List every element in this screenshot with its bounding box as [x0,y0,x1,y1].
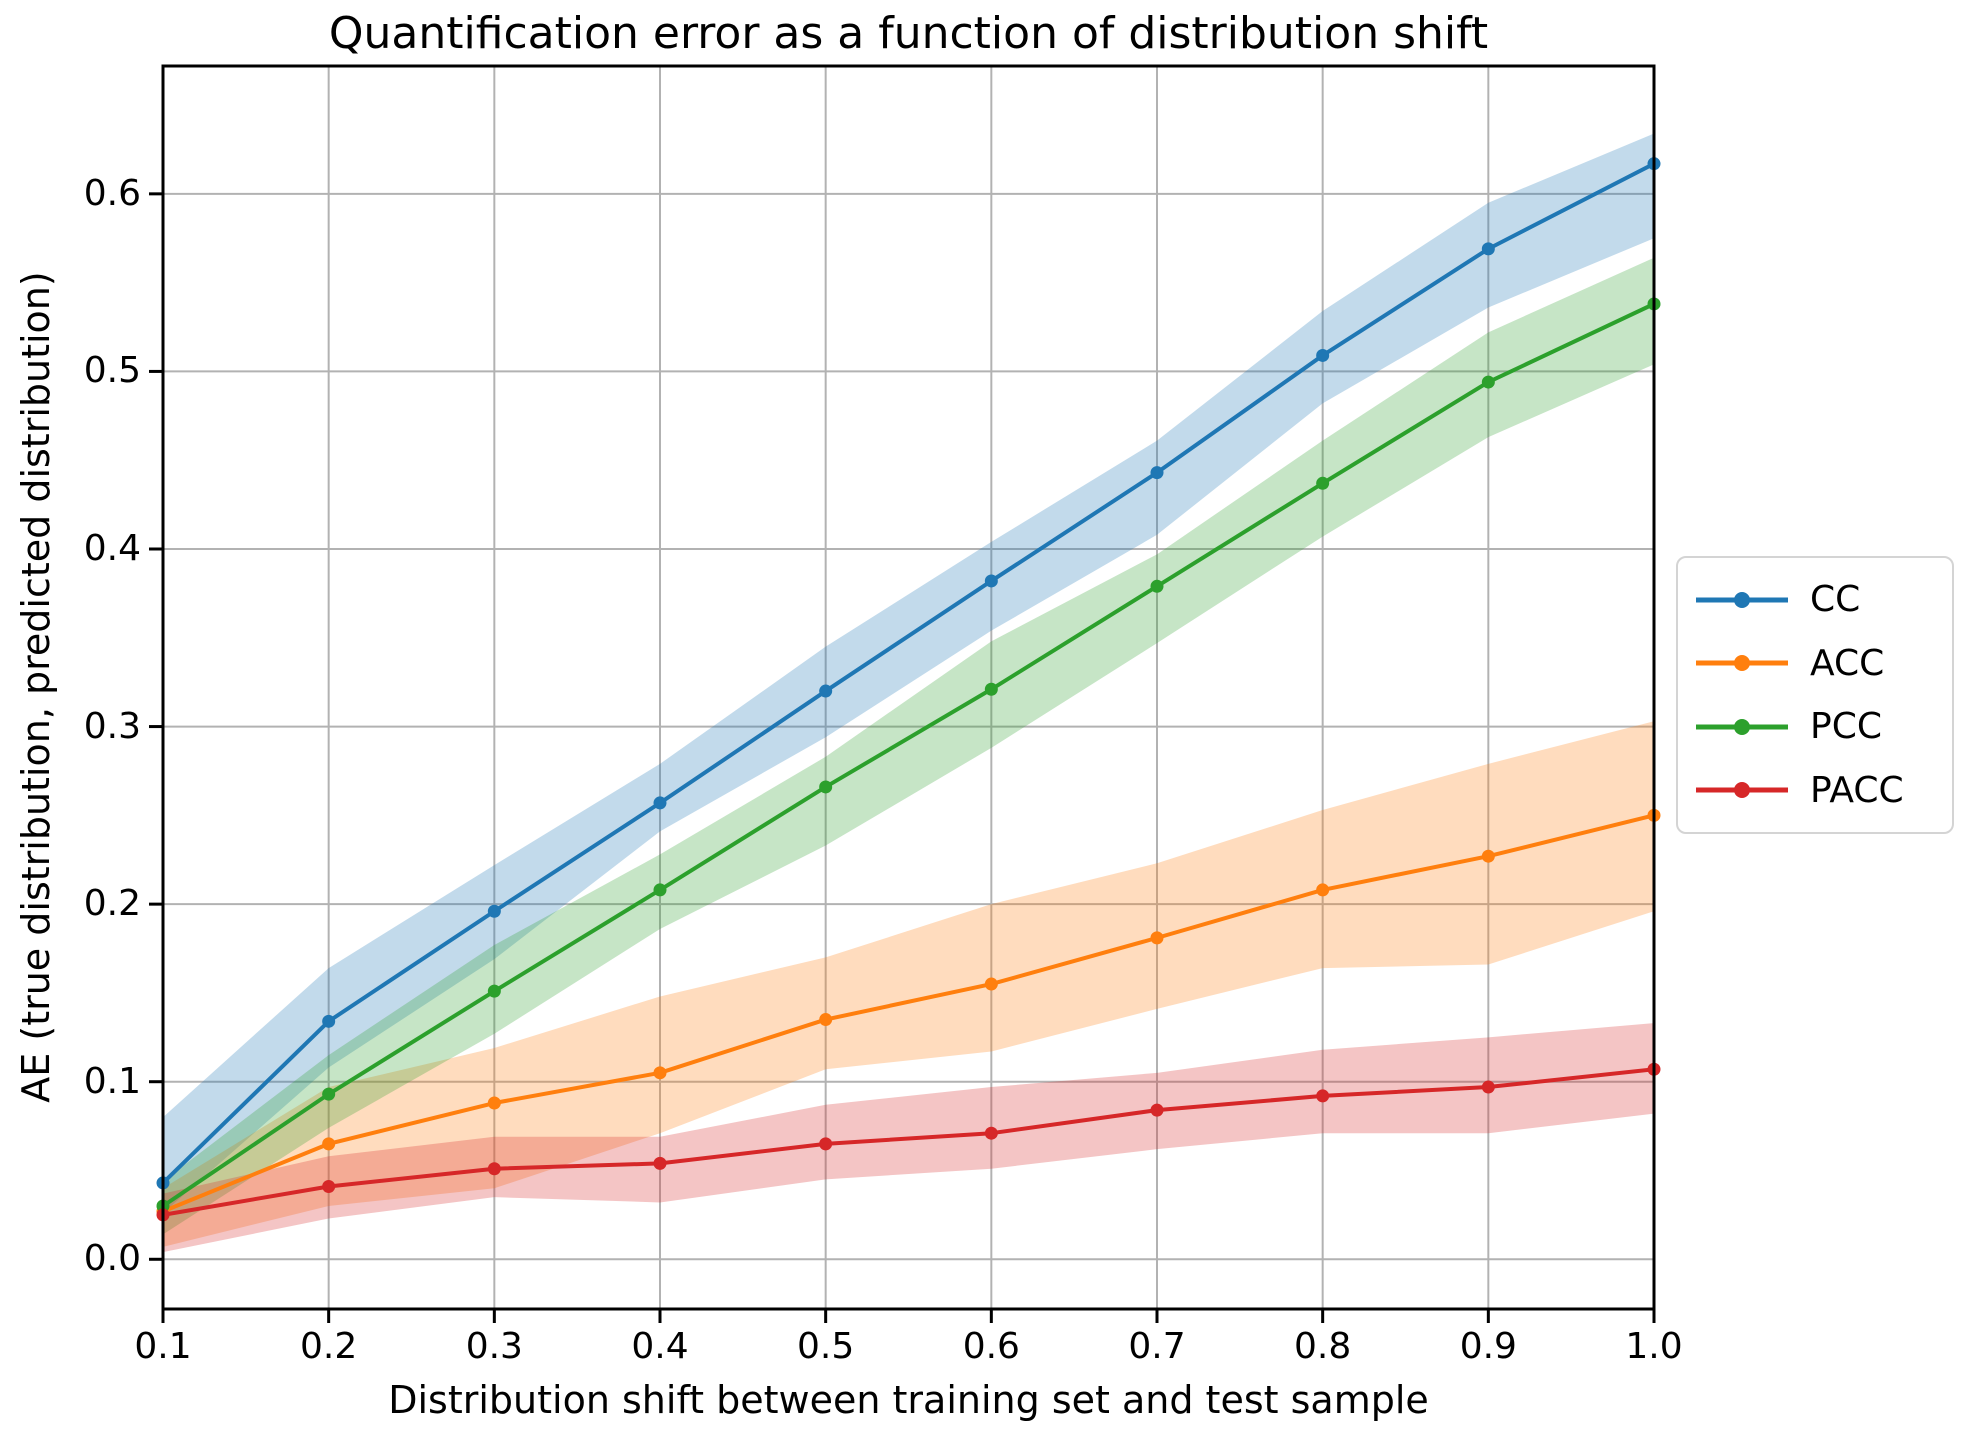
x-tick-label: 0.8 [1294,1326,1352,1367]
marker-CC [1150,466,1164,480]
marker-PCC [653,883,667,897]
marker-ACC [1316,883,1330,897]
marker-CC [1481,242,1495,256]
legend-item-ACC: ACC [1694,632,1952,696]
y-tick-label: 0.1 [83,1060,141,1102]
legend-marker-PACC [1696,782,1788,799]
series-line-CC [161,161,1655,1185]
marker-PCC [1481,375,1495,389]
legend: CC ACC PCC PACC [1676,556,1954,834]
legend-item-PCC: PCC [1694,695,1952,759]
y-tick-label: 0.4 [83,527,141,569]
legend-item-CC: CC [1694,568,1952,632]
confidence-band-PCC [163,257,1654,1235]
marker-PCC [487,984,501,998]
legend-item-label: CC [1810,579,1861,621]
y-tick-label: 0.3 [83,705,141,747]
marker-PACC [1150,1103,1164,1117]
series-line-PACC [162,1067,1655,1217]
marker-CC [487,904,501,918]
marker-ACC [322,1137,336,1151]
marker-CC [1316,348,1330,362]
legend-item-label: PCC [1810,706,1882,748]
x-axis-label: Distribution shift between training set … [388,1378,1429,1422]
x-tick-label: 0.6 [962,1326,1020,1367]
marker-PCC [322,1087,336,1101]
marker-CC [322,1014,336,1028]
legend-marker-ACC [1696,655,1788,672]
marker-ACC [653,1066,667,1080]
series-line-ACC [162,813,1655,1214]
legend-item-label: ACC [1810,642,1885,684]
marker-PACC [487,1162,501,1176]
legend-marker-CC [1696,591,1788,608]
x-tick-label: 1.0 [1625,1326,1683,1367]
marker-PCC [819,780,833,794]
marker-ACC [984,977,998,991]
marker-CC [984,574,998,588]
y-tick-label: 0.5 [83,350,141,392]
marker-PACC [653,1156,667,1170]
x-tick-label: 0.1 [134,1326,192,1367]
confidence-band-CC [163,133,1654,1214]
y-tick-label: 0.2 [83,883,141,925]
legend-item-PACC: PACC [1694,759,1952,823]
marker-PACC [1481,1080,1495,1094]
marker-ACC [1481,849,1495,863]
marker-CC [819,684,833,698]
series-line-PCC [161,302,1655,1208]
x-tick-label: 0.3 [465,1326,523,1367]
x-tick-label: 0.4 [631,1326,689,1367]
axes-spines [161,64,1656,1311]
marker-PACC [819,1137,833,1151]
marker-PCC [984,682,998,696]
legend-item-label: PACC [1810,769,1904,811]
confidence-band-ACC [163,721,1654,1247]
x-tick-label: 0.5 [797,1326,855,1367]
chart-title: Quantification error as a function of di… [328,8,1489,59]
legend-marker-PCC [1696,718,1788,735]
marker-ACC [819,1013,833,1027]
y-tick-label: 0.0 [83,1238,141,1280]
marker-PCC [1150,579,1164,593]
marker-ACC [487,1096,501,1110]
marker-ACC [1150,931,1164,945]
x-tick-label: 0.2 [300,1326,358,1367]
y-axis-label: AE (true distribution, predicted distrib… [14,271,58,1103]
marker-PACC [1316,1089,1330,1103]
marker-PCC [1316,476,1330,490]
x-tick-label: 0.7 [1128,1326,1186,1367]
y-tick-label: 0.6 [83,172,141,214]
marker-CC [653,796,667,810]
marker-PACC [322,1179,336,1193]
x-tick-label: 0.9 [1459,1326,1517,1367]
marker-PACC [984,1126,998,1140]
